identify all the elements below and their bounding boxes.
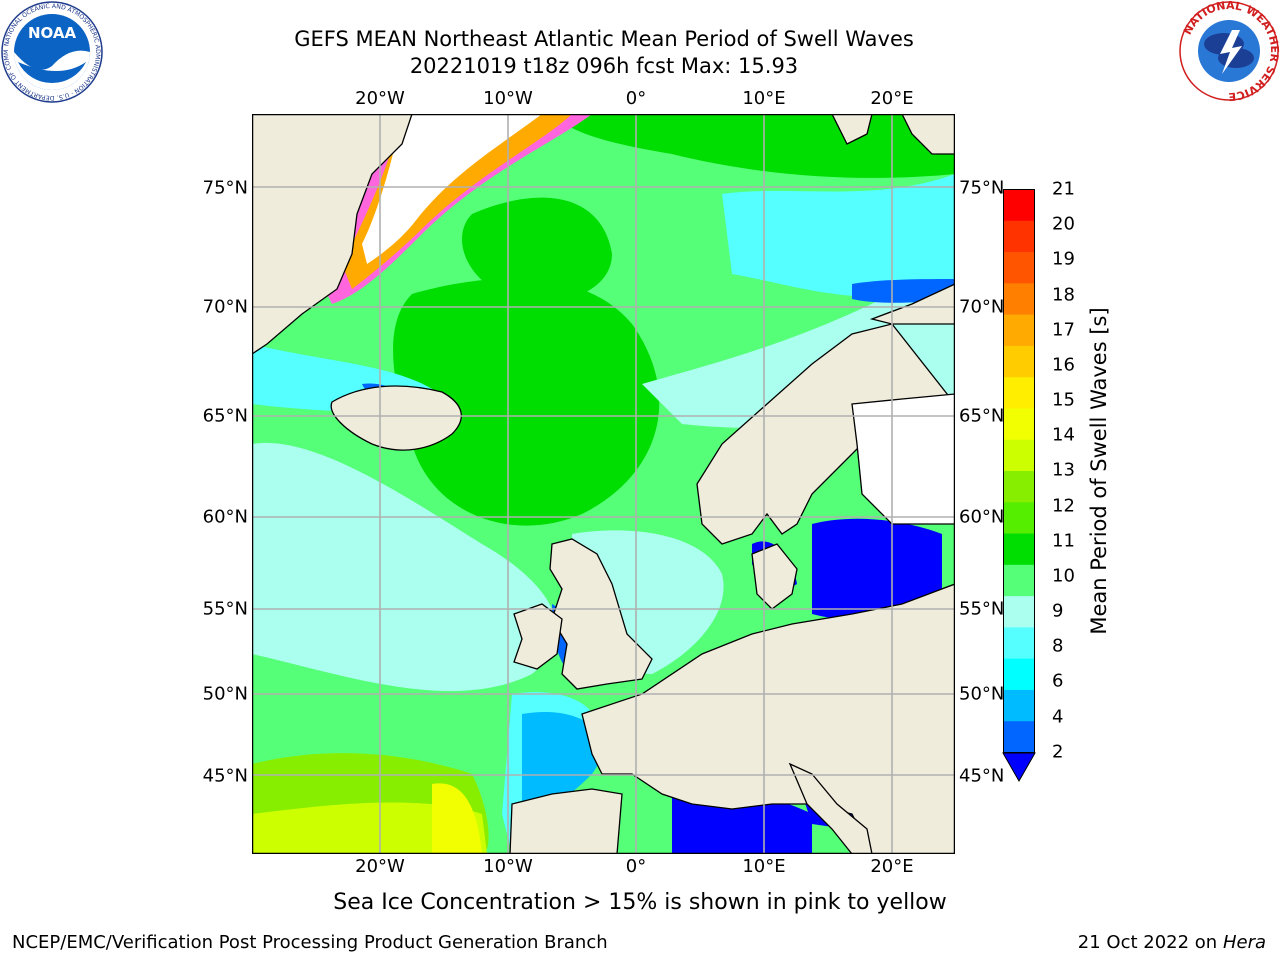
map-title-line1: GEFS MEAN Northeast Atlantic Mean Period… xyxy=(294,27,914,51)
colorbar-band xyxy=(1003,252,1035,284)
colorbar-band xyxy=(1003,502,1035,535)
colorbar-tick: 6 xyxy=(1052,670,1064,692)
colorbar-tick: 11 xyxy=(1052,530,1075,552)
colorbar-under-arrow xyxy=(1002,752,1036,783)
lat-tick-left: 75°N xyxy=(202,177,248,199)
colorbar-band xyxy=(1003,408,1035,441)
colorbar-tick: 12 xyxy=(1052,495,1075,517)
lat-tick-right: 50°N xyxy=(959,683,1005,705)
lon-tick-bottom: 20°E xyxy=(870,856,914,877)
lat-tick-left: 55°N xyxy=(202,598,248,620)
colorbar-tick: 9 xyxy=(1052,600,1064,622)
nws-logo: NATIONAL WEATHER SERVICE xyxy=(1179,0,1280,102)
lat-tick-left: 45°N xyxy=(202,765,248,787)
colorbar-band xyxy=(1003,533,1035,566)
footer-branch: NCEP/EMC/Verification Post Processing Pr… xyxy=(12,932,608,953)
swell-period-map xyxy=(252,114,955,854)
sea-ice-caption: Sea Ice Concentration > 15% is shown in … xyxy=(333,890,947,915)
colorbar-tick: 19 xyxy=(1052,248,1075,270)
lat-tick-right: 55°N xyxy=(959,598,1005,620)
map-title-line2: 20221019 t18z 096h fcst Max: 15.93 xyxy=(409,54,799,78)
colorbar-tick: 4 xyxy=(1052,706,1064,728)
colorbar xyxy=(1002,189,1036,783)
lon-tick-bottom: 20°W xyxy=(355,856,405,877)
colorbar-tick: 15 xyxy=(1052,389,1075,411)
footer-host: Hera xyxy=(1222,932,1266,953)
lat-tick-left: 65°N xyxy=(202,405,248,427)
footer-date-host: 21 Oct 2022 on Hera xyxy=(1078,932,1266,953)
lat-tick-right: 60°N xyxy=(959,506,1005,528)
footer-date: 21 Oct 2022 on xyxy=(1077,932,1223,953)
colorbar-tick: 2 xyxy=(1052,741,1064,763)
colorbar-band xyxy=(1003,689,1035,722)
colorbar-band xyxy=(1003,627,1035,660)
colorbar-band xyxy=(1003,721,1035,753)
noaa-logo: NATIONAL OCEANIC AND ATMOSPHERIC ADMINIS… xyxy=(0,0,103,103)
colorbar-band xyxy=(1003,345,1035,378)
lat-tick-right: 70°N xyxy=(959,296,1005,318)
lat-tick-left: 60°N xyxy=(202,506,248,528)
colorbar-tick: 18 xyxy=(1052,284,1075,306)
colorbar-tick: 17 xyxy=(1052,319,1075,341)
lon-tick-top: 20°W xyxy=(355,88,405,109)
lat-tick-left: 70°N xyxy=(202,296,248,318)
noaa-logo-text: NOAA xyxy=(28,24,77,42)
colorbar-band xyxy=(1003,596,1035,628)
lat-tick-right: 75°N xyxy=(959,177,1005,199)
colorbar-tick: 14 xyxy=(1052,424,1075,446)
colorbar-band xyxy=(1003,283,1035,316)
colorbar-tick: 20 xyxy=(1052,213,1075,235)
colorbar-label: Mean Period of Swell Waves [s] xyxy=(1087,307,1111,635)
lon-tick-top: 10°E xyxy=(742,88,786,109)
lon-tick-top: 20°E xyxy=(870,88,914,109)
colorbar-band xyxy=(1003,471,1035,503)
colorbar-tick: 8 xyxy=(1052,635,1064,657)
colorbar-tick: 10 xyxy=(1052,565,1075,587)
colorbar-band xyxy=(1003,564,1035,597)
colorbar-band xyxy=(1003,189,1035,222)
lon-tick-bottom: 10°W xyxy=(483,856,533,877)
lon-tick-bottom: 10°E xyxy=(742,856,786,877)
colorbar-band xyxy=(1003,439,1035,472)
colorbar-tick: 13 xyxy=(1052,459,1075,481)
colorbar-band xyxy=(1003,314,1035,347)
lat-tick-left: 50°N xyxy=(202,683,248,705)
lon-tick-top: 0° xyxy=(625,88,647,109)
colorbar-band xyxy=(1003,377,1035,409)
lat-tick-right: 45°N xyxy=(959,765,1005,787)
colorbar-band xyxy=(1003,220,1035,253)
colorbar-tick: 16 xyxy=(1052,354,1075,376)
lon-tick-top: 10°W xyxy=(483,88,533,109)
colorbar-band xyxy=(1003,658,1035,691)
lon-tick-bottom: 0° xyxy=(625,856,647,877)
colorbar-tick: 21 xyxy=(1052,178,1075,200)
lat-tick-right: 65°N xyxy=(959,405,1005,427)
